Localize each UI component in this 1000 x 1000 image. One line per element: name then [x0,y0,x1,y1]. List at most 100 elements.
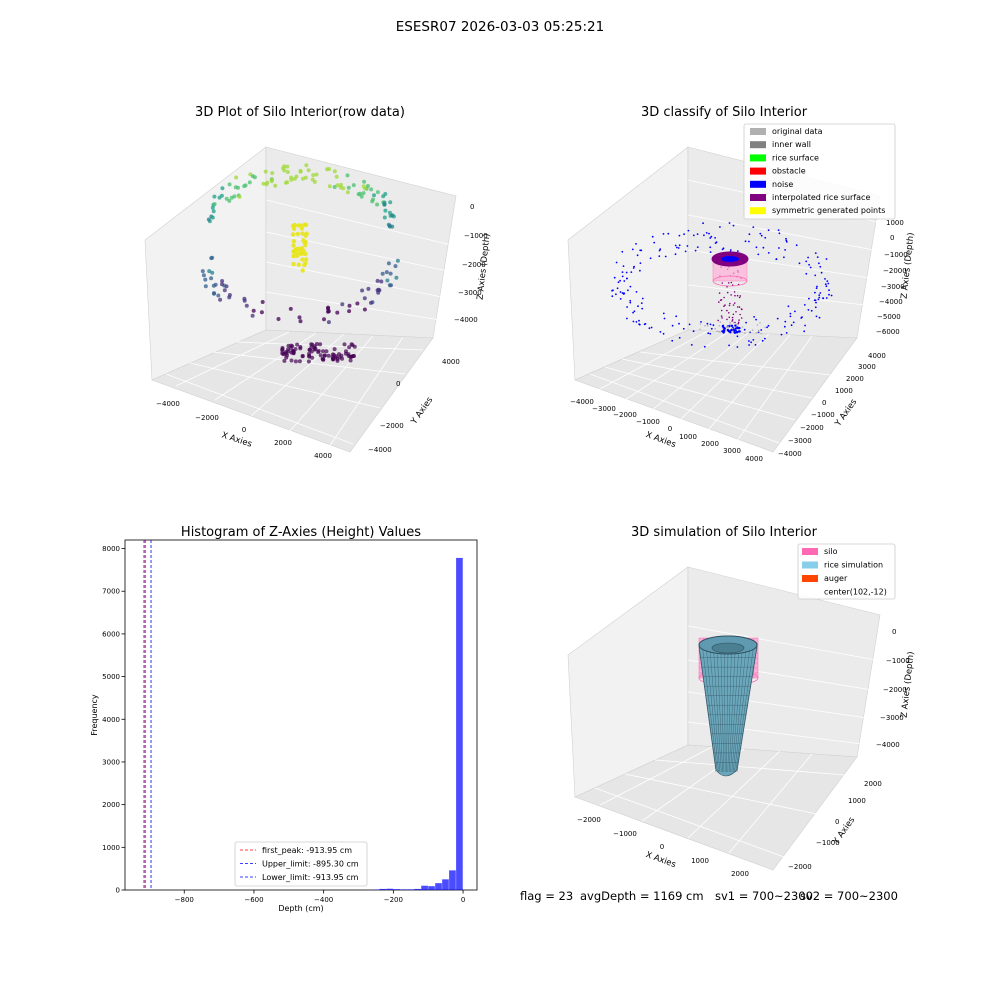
data-point [326,353,331,358]
data-point [296,223,301,228]
plot2-ztick: −5000 [877,313,901,321]
data-point [683,233,685,236]
data-point [807,256,809,259]
data-point [649,257,652,260]
data-point [327,184,332,189]
data-point [369,300,373,305]
legend-label: noise [772,180,793,189]
histogram-bar [379,888,387,890]
data-point [678,244,681,247]
data-point [330,356,335,361]
data-point [340,302,345,307]
data-point [794,310,796,313]
data-point [808,297,810,300]
data-point [741,308,743,311]
histogram-bar [428,886,435,890]
data-point [619,279,621,282]
data-point [637,305,639,308]
data-point [734,294,736,297]
data-point [247,180,252,185]
data-point [736,327,740,330]
data-point [375,278,380,283]
data-point [736,346,739,348]
data-point [648,327,651,330]
data-point [375,190,380,195]
data-point [379,279,384,284]
data-point [297,315,302,320]
data-point [375,202,380,207]
data-point [748,344,750,346]
data-point [822,297,824,299]
plot1-pane-floor [151,329,434,453]
data-point [816,256,819,258]
data-point [726,286,728,288]
data-point [395,258,400,263]
data-point [351,183,356,188]
data-point [626,317,628,320]
plot2-ytick: −3000 [788,437,812,445]
data-point [650,326,653,329]
footer-avg-depth: avgDepth = 1169 cm [580,889,704,903]
data-point [737,321,740,324]
data-point [714,237,716,239]
x-tick-label: −200 [384,896,403,904]
legend-label: rice surface [772,153,819,162]
plot3-xticks: −800 −600 −400 −200 0 [175,890,465,904]
data-point [237,194,242,199]
plot2-xtick: 2000 [701,440,719,448]
data-point [318,342,323,347]
data-point [335,357,340,361]
data-point [737,330,741,333]
data-point [289,175,294,180]
data-point [785,332,788,334]
data-point [298,345,303,349]
data-point [316,349,321,353]
data-point [820,271,823,274]
data-point [300,268,305,273]
data-point [825,297,828,299]
data-point [727,330,730,333]
plot2-xtick: −4000 [570,398,594,406]
data-point [326,309,331,314]
plot1-ztick: −1000 [464,232,488,240]
data-point [692,234,695,237]
data-point [352,344,357,349]
data-point [674,244,677,247]
data-point [324,349,329,354]
data-point [220,282,224,287]
data-point [362,296,367,301]
data-point [745,321,747,324]
data-point [352,354,356,358]
data-point [209,256,214,261]
data-point [300,257,305,262]
data-point [739,313,741,316]
plot4-title: 3D simulation of Silo Interior [631,525,818,540]
data-point [200,269,205,274]
data-point [814,274,817,277]
plot-classify-3d: 3D classify of Silo Interior −4000 −3000… [567,105,916,463]
data-point [710,235,713,238]
data-point [731,316,734,319]
data-point [721,317,723,319]
plot2-ylabel: Y Axies [833,397,860,429]
data-point [710,327,713,330]
data-point [625,271,628,274]
plot2-xtick: 3000 [723,447,741,455]
data-point [818,294,821,296]
data-point [688,323,691,326]
data-point [699,323,702,325]
plot2-ytick: 2000 [846,375,864,383]
data-point [694,249,697,252]
data-point [674,253,677,256]
data-point [339,353,344,358]
data-point [814,252,817,255]
data-point [304,257,309,262]
plot-simulation-3d: 3D simulation of Silo Interior −2000 −10… [567,525,916,878]
data-point [386,261,391,266]
data-point [808,263,810,266]
data-point [744,332,746,335]
data-point [755,318,757,321]
data-point [805,272,808,275]
data-point [737,322,740,325]
data-point [229,195,234,200]
